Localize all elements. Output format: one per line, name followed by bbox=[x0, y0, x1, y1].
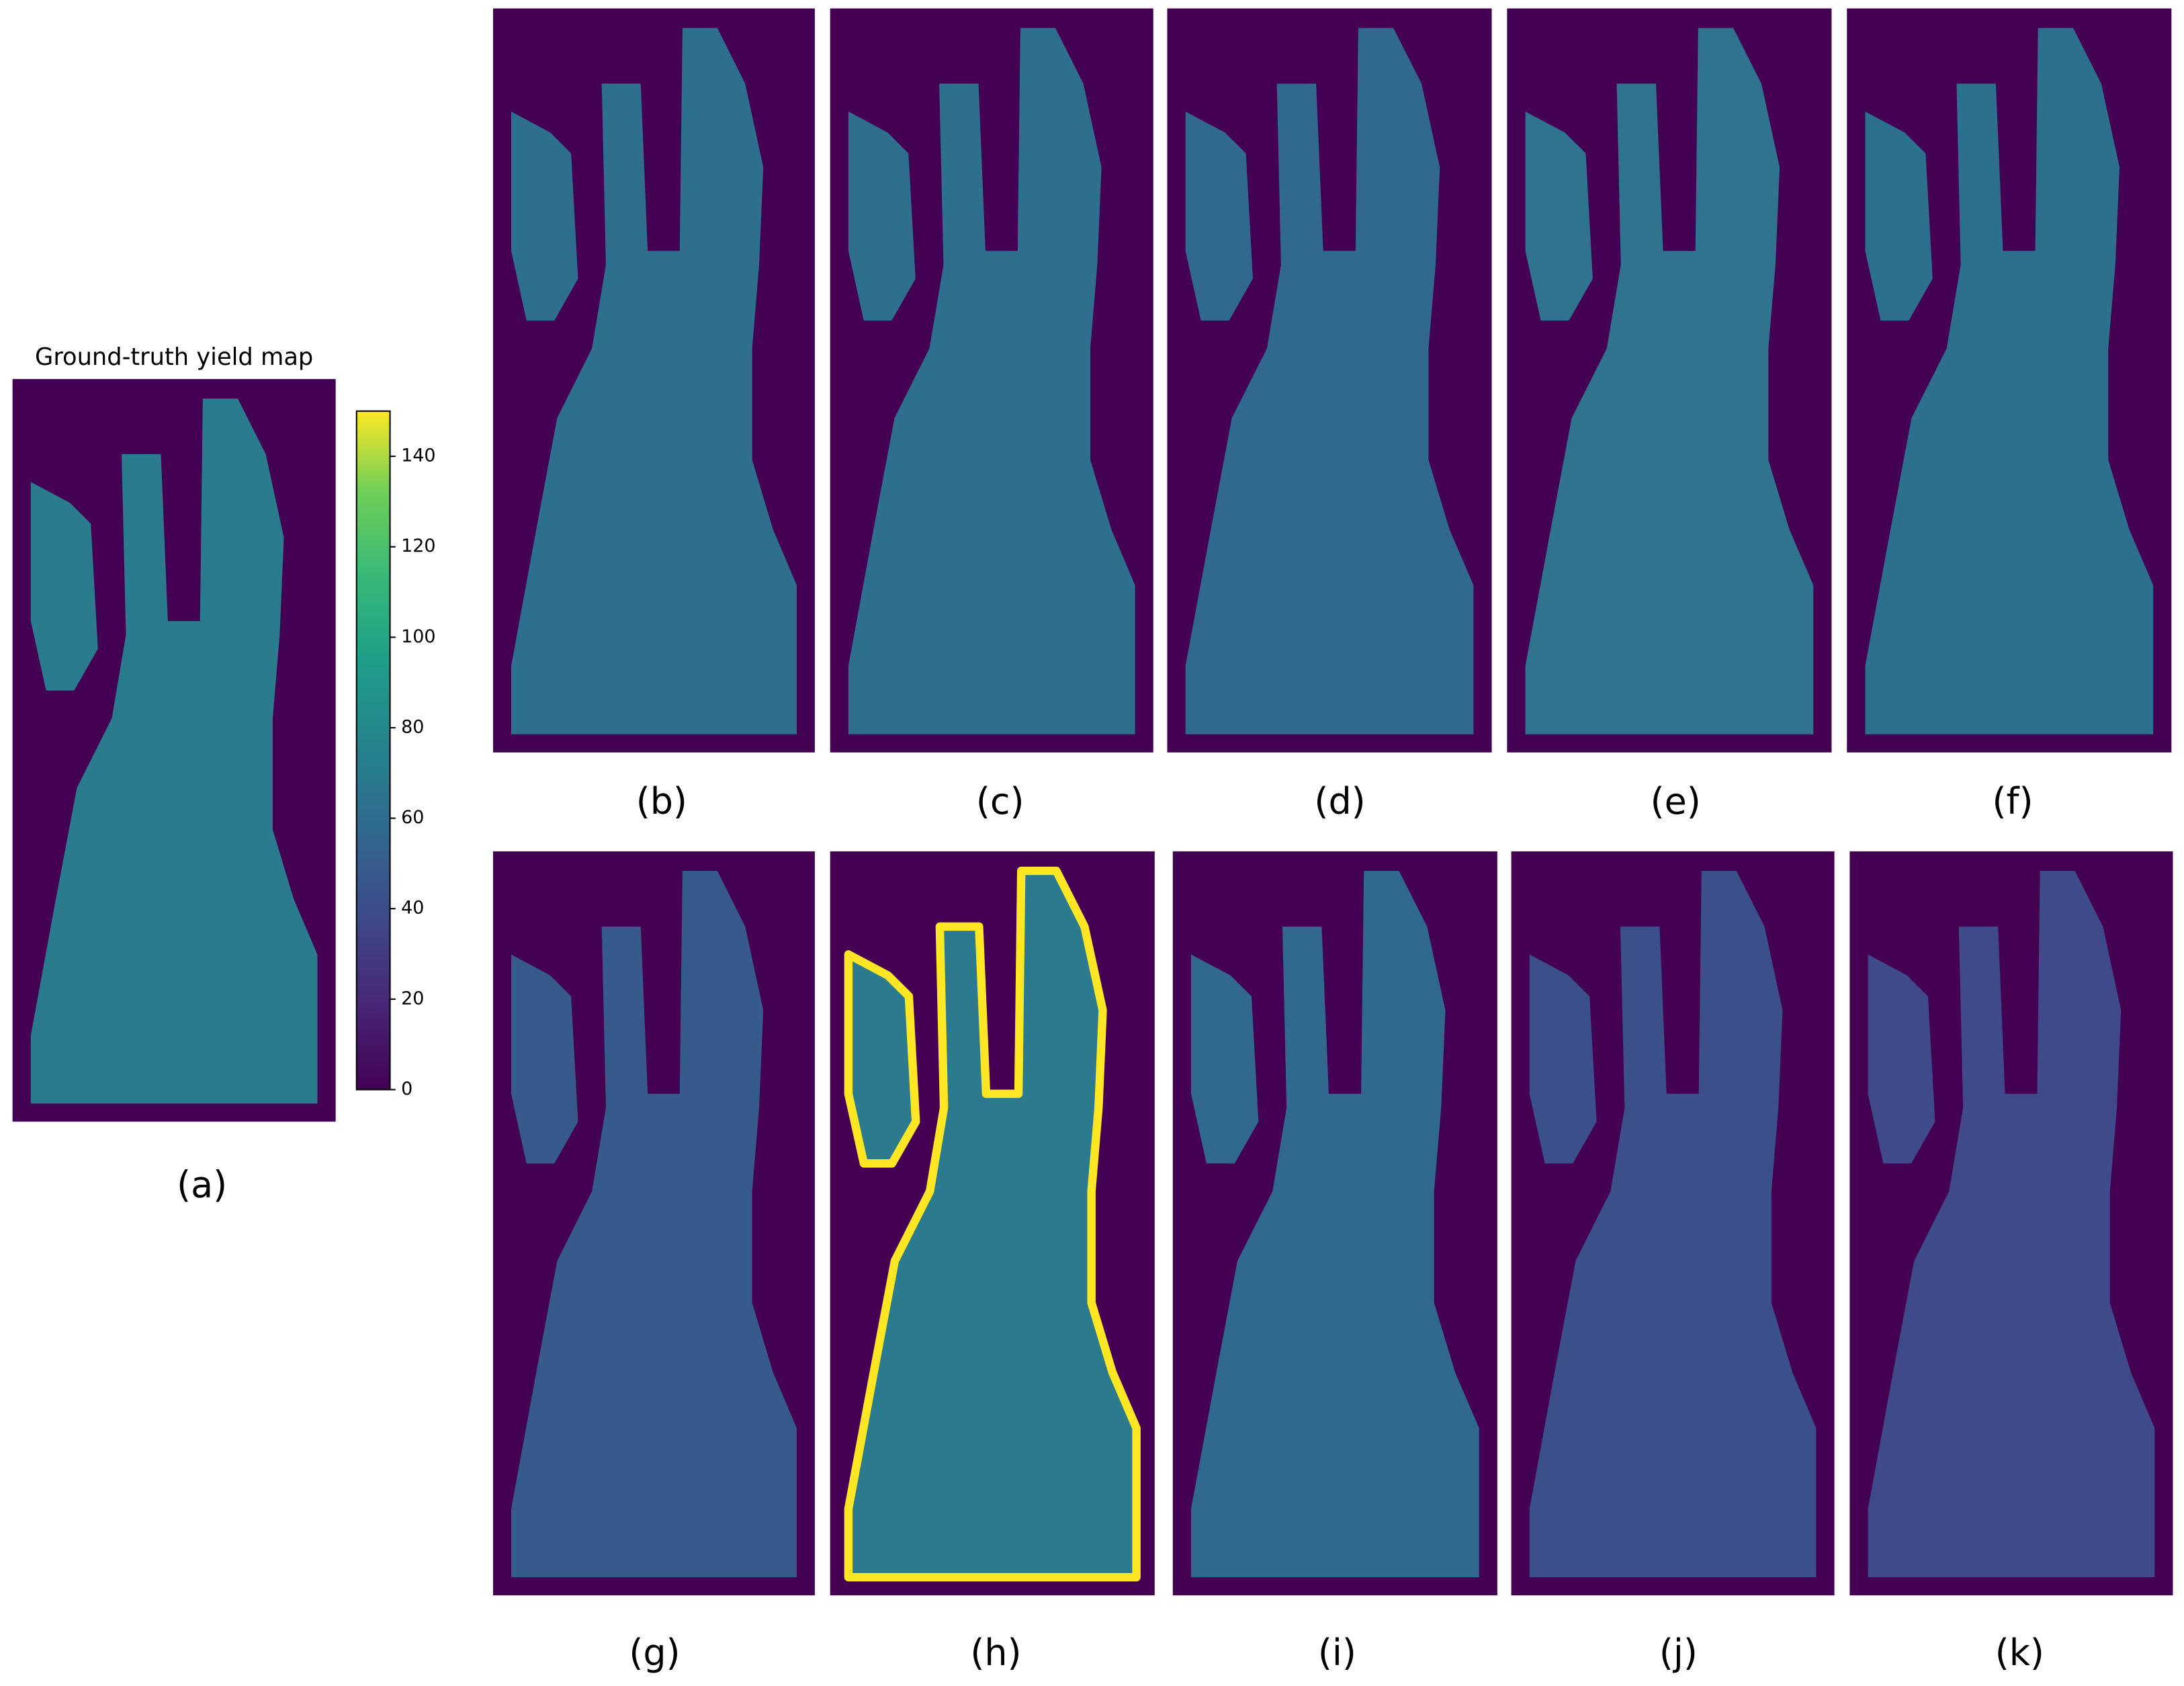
colorbar-tick-label: 60 bbox=[401, 807, 424, 828]
panel-label: (b) bbox=[636, 780, 687, 823]
field-area bbox=[511, 111, 578, 321]
panel-label: (g) bbox=[629, 1632, 680, 1674]
colorbar-tick-label: 40 bbox=[401, 898, 424, 919]
panel-label: (h) bbox=[970, 1632, 1021, 1674]
colorbar-tick-label: 120 bbox=[401, 536, 435, 556]
panel-label: (f) bbox=[1992, 780, 2033, 823]
map-title: Ground-truth yield map bbox=[35, 343, 313, 371]
field-area bbox=[511, 28, 797, 734]
field-area bbox=[844, 866, 1141, 1582]
field-area bbox=[1190, 954, 1259, 1164]
panel-label: (i) bbox=[1318, 1632, 1356, 1674]
field-area bbox=[1865, 111, 1933, 321]
field-area bbox=[1185, 28, 1474, 734]
field-area bbox=[30, 482, 98, 691]
colorbar bbox=[355, 410, 391, 1091]
field-area bbox=[1868, 954, 1935, 1164]
field-area bbox=[1865, 28, 2154, 734]
panel-label: (a) bbox=[177, 1163, 227, 1206]
panel-label: (d) bbox=[1314, 780, 1365, 823]
colorbar-tick-label: 20 bbox=[401, 988, 424, 1009]
colorbar-tick-label: 0 bbox=[401, 1079, 412, 1099]
field-area bbox=[1525, 111, 1593, 321]
field-area bbox=[844, 950, 920, 1168]
field-area bbox=[30, 398, 318, 1104]
field-area bbox=[1529, 870, 1817, 1578]
field-area bbox=[1185, 111, 1253, 321]
colorbar-tick-label: 80 bbox=[401, 716, 424, 737]
panel-label: (j) bbox=[1659, 1632, 1698, 1674]
field-area bbox=[848, 28, 1135, 734]
panel-label: (k) bbox=[1995, 1632, 2044, 1674]
field-area bbox=[511, 870, 797, 1578]
field-area bbox=[1525, 28, 1814, 734]
colorbar-tick-label: 140 bbox=[401, 446, 435, 466]
colorbar-tick-label: 100 bbox=[401, 626, 435, 647]
field-area bbox=[511, 954, 578, 1164]
field-area bbox=[848, 111, 916, 321]
field-area bbox=[1529, 954, 1597, 1164]
panel-label: (c) bbox=[976, 780, 1024, 823]
field-area bbox=[1190, 870, 1479, 1578]
panel-label: (e) bbox=[1651, 780, 1701, 823]
field-area bbox=[1868, 870, 2155, 1578]
